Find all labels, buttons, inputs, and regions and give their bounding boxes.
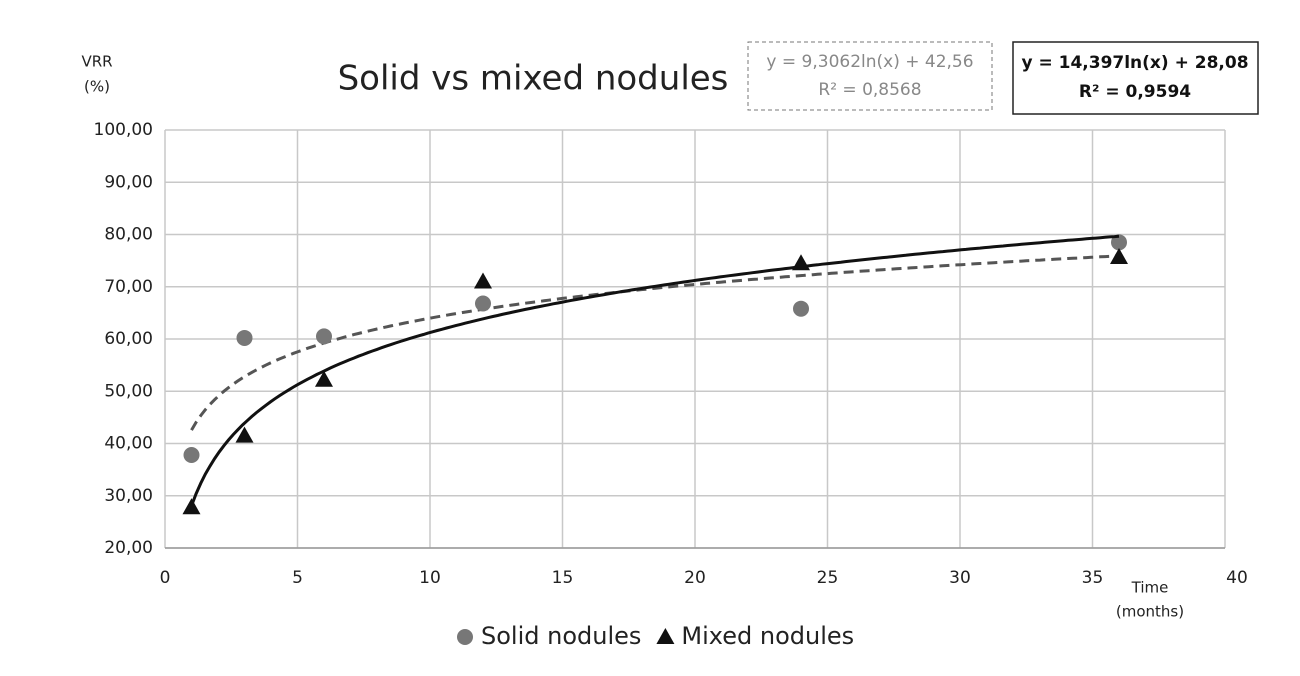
x-axis-label: Time <box>1131 579 1169 597</box>
x-tick-label: 25 <box>817 568 839 588</box>
y-tick-label: 60,00 <box>104 329 153 349</box>
y-tick-label: 100,00 <box>94 120 153 140</box>
y-tick-label: 70,00 <box>104 277 153 297</box>
x-tick-label: 40 <box>1226 568 1248 588</box>
legend-label: Mixed nodules <box>681 622 854 650</box>
y-axis-label: (%) <box>84 78 110 96</box>
x-axis-label: (months) <box>1116 603 1184 621</box>
point <box>474 272 492 289</box>
legend-marker <box>457 629 473 645</box>
trendline <box>190 234 1120 507</box>
y-tick-label: 30,00 <box>104 486 153 506</box>
x-tick-label: 5 <box>292 568 303 588</box>
legend-label: Solid nodules <box>481 622 641 650</box>
trendline-equation: y = 9,3062ln(x) + 42,56 <box>766 52 973 72</box>
point <box>182 498 201 515</box>
x-tick-label: 15 <box>552 568 574 588</box>
y-axis-label: VRR <box>81 53 112 71</box>
point <box>475 295 491 312</box>
point <box>236 329 253 346</box>
x-tick-label: 30 <box>949 568 971 588</box>
x-tick-label: 10 <box>419 568 441 588</box>
trendline-r2: R² = 0,8568 <box>818 80 921 100</box>
legend-marker <box>656 628 675 644</box>
equation-box <box>747 41 993 111</box>
trendline-equation: y = 14,397ln(x) + 28,08 <box>1021 53 1248 73</box>
chart-title: Solid vs mixed nodules <box>338 59 729 99</box>
y-tick-label: 80,00 <box>104 225 153 245</box>
point <box>315 370 333 387</box>
trendline <box>190 254 1120 431</box>
y-tick-label: 40,00 <box>104 434 153 454</box>
point <box>792 254 810 271</box>
point <box>1110 247 1128 264</box>
x-tick-label: 20 <box>684 568 706 588</box>
trendline-r2: R² = 0,9594 <box>1079 82 1191 102</box>
point <box>235 426 254 443</box>
point <box>183 446 200 463</box>
y-tick-label: 50,00 <box>104 381 153 401</box>
x-tick-label: 0 <box>160 568 171 588</box>
y-tick-label: 20,00 <box>104 538 153 558</box>
equation-box <box>1012 41 1259 115</box>
y-tick-label: 90,00 <box>104 172 153 192</box>
point <box>793 300 809 317</box>
point <box>1111 234 1127 251</box>
x-tick-label: 35 <box>1082 568 1104 588</box>
point <box>316 328 332 345</box>
